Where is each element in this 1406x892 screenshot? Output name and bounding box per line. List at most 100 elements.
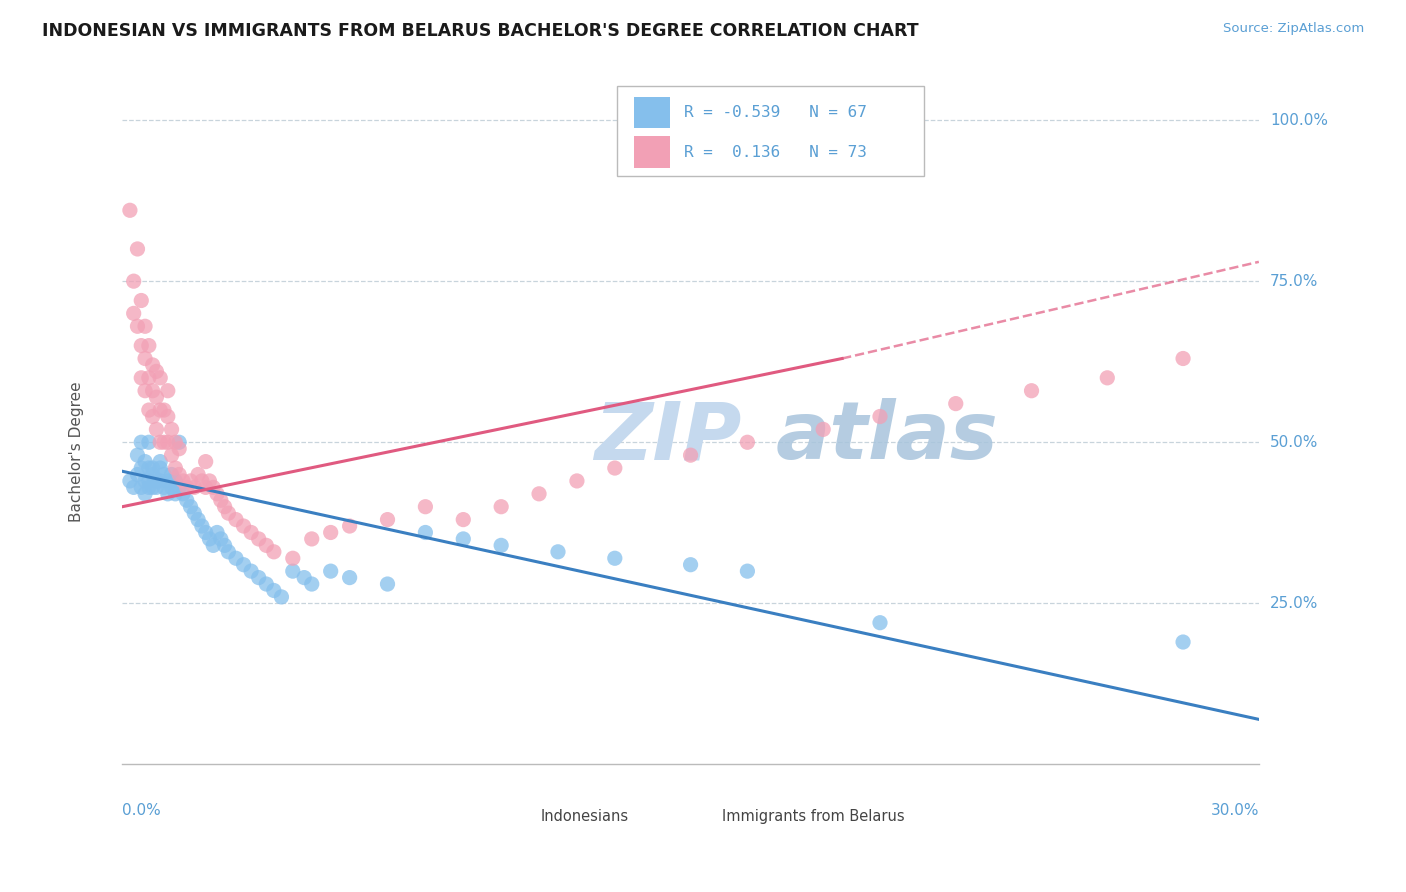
Text: 75.0%: 75.0% xyxy=(1270,274,1319,289)
Point xyxy=(122,274,145,288)
Point xyxy=(165,474,187,488)
Text: 30.0%: 30.0% xyxy=(1211,803,1258,818)
Point xyxy=(547,545,569,559)
Point xyxy=(122,306,145,320)
Text: 0.0%: 0.0% xyxy=(122,803,162,818)
Point xyxy=(254,538,277,552)
Point xyxy=(118,203,141,218)
Point xyxy=(160,422,183,436)
Point xyxy=(565,474,588,488)
Point xyxy=(145,480,167,494)
Point xyxy=(209,532,232,546)
Point xyxy=(679,448,702,462)
Point xyxy=(214,538,236,552)
Point xyxy=(138,403,160,417)
Point xyxy=(129,371,152,385)
Point xyxy=(153,435,176,450)
Point xyxy=(176,480,198,494)
Point xyxy=(301,577,323,591)
Point xyxy=(183,480,205,494)
Point xyxy=(183,506,205,520)
Point xyxy=(142,358,165,372)
Text: 100.0%: 100.0% xyxy=(1270,112,1329,128)
Point xyxy=(129,461,152,475)
Point xyxy=(453,513,475,527)
Point xyxy=(194,480,217,494)
Point xyxy=(127,467,149,482)
Point xyxy=(165,487,187,501)
Point xyxy=(149,454,172,468)
Bar xyxy=(690,806,716,827)
Point xyxy=(679,558,702,572)
Point xyxy=(254,577,277,591)
Text: Indonesians: Indonesians xyxy=(540,809,628,824)
Text: 25.0%: 25.0% xyxy=(1270,596,1319,611)
Point xyxy=(149,435,172,450)
Point xyxy=(134,319,156,334)
Point xyxy=(191,519,214,533)
Point xyxy=(263,583,285,598)
Point xyxy=(263,545,285,559)
Point xyxy=(165,435,187,450)
Point xyxy=(202,480,225,494)
Point xyxy=(339,571,361,585)
Point xyxy=(217,506,239,520)
Point xyxy=(869,409,891,424)
Point xyxy=(145,364,167,378)
Point xyxy=(127,448,149,462)
Point xyxy=(527,487,550,501)
Point xyxy=(134,454,156,468)
Point xyxy=(202,538,225,552)
Point xyxy=(142,461,165,475)
Point xyxy=(129,293,152,308)
Text: Source: ZipAtlas.com: Source: ZipAtlas.com xyxy=(1223,22,1364,36)
Point xyxy=(217,545,239,559)
Text: Immigrants from Belarus: Immigrants from Belarus xyxy=(723,809,905,824)
Point xyxy=(156,487,179,501)
Point xyxy=(377,577,399,591)
Text: R = -0.539   N = 67: R = -0.539 N = 67 xyxy=(683,105,866,120)
Point xyxy=(232,558,254,572)
Point xyxy=(737,435,759,450)
Point xyxy=(160,467,183,482)
Point xyxy=(129,435,152,450)
Text: 50.0%: 50.0% xyxy=(1270,434,1319,450)
Point xyxy=(167,467,190,482)
Point xyxy=(138,435,160,450)
Point xyxy=(232,519,254,533)
Point xyxy=(489,500,512,514)
Point xyxy=(240,525,263,540)
Point xyxy=(129,480,152,494)
Point xyxy=(156,409,179,424)
Point xyxy=(167,480,190,494)
Point xyxy=(149,461,172,475)
Point xyxy=(225,551,247,566)
Point xyxy=(415,525,437,540)
Point xyxy=(811,422,834,436)
Point xyxy=(153,467,176,482)
Point xyxy=(142,409,165,424)
Point xyxy=(156,384,179,398)
Point xyxy=(1097,371,1119,385)
Point xyxy=(737,564,759,578)
Bar xyxy=(509,806,534,827)
Point xyxy=(172,474,194,488)
Point xyxy=(138,461,160,475)
Point xyxy=(149,371,172,385)
Point xyxy=(1171,351,1194,366)
Point xyxy=(453,532,475,546)
Point xyxy=(319,525,342,540)
Point xyxy=(187,467,209,482)
Point xyxy=(180,474,202,488)
Point xyxy=(187,513,209,527)
Point xyxy=(176,493,198,508)
Point xyxy=(1021,384,1043,398)
Point xyxy=(134,351,156,366)
Point xyxy=(209,493,232,508)
Point xyxy=(134,487,156,501)
Point xyxy=(142,467,165,482)
Point xyxy=(301,532,323,546)
Point xyxy=(165,461,187,475)
Point xyxy=(339,519,361,533)
Bar xyxy=(634,96,671,128)
